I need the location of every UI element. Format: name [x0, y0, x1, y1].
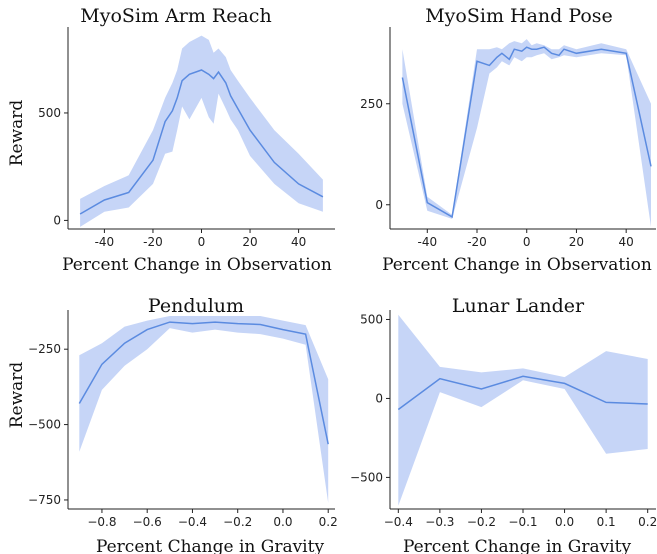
mean-line [401, 46, 652, 219]
chart-panel-1: -40 -20 0 20 40 0 500 MyoSim Arm Reach Percent C… [7, 5, 335, 275]
mean-line [397, 375, 648, 411]
y-tick-label: 250 [360, 97, 383, 111]
y-tick-label: 500 [360, 312, 383, 326]
chart-panel-3: −0.8 −0.6 −0.4 −0.2 0.0 0.2 −250 −500 −750 Pendul… [7, 295, 338, 554]
x-axis-label: Percent Change in Observation [62, 255, 332, 275]
y-tick-label: 0 [53, 213, 61, 227]
confidence-band [79, 316, 329, 503]
x-axis-label: Percent Change in Observation [382, 255, 652, 275]
x-tick-label: −0.8 [87, 515, 116, 529]
x-tick-label: −0.4 [384, 515, 413, 529]
x-tick-label: −0.2 [467, 515, 496, 529]
y-tick-label: −250 [28, 342, 61, 356]
x-tick-label: −0.4 [178, 515, 207, 529]
y-tick-label: −500 [350, 470, 383, 484]
x-axis-label: Percent Change in Gravity [96, 537, 325, 554]
x-tick-label: 0.2 [638, 515, 657, 529]
x-tick-label: 20 [242, 235, 257, 249]
confidence-band [398, 314, 648, 506]
chart-title: Pendulum [148, 295, 244, 317]
chart-title: MyoSim Arm Reach [80, 5, 271, 27]
x-tick-label: 0.2 [319, 515, 338, 529]
mean-line [78, 321, 329, 445]
x-tick-label: -40 [417, 235, 437, 249]
x-tick-label: 0 [523, 235, 531, 249]
x-tick-label: −0.2 [223, 515, 252, 529]
x-axis-label: Percent Change in Gravity [403, 537, 632, 554]
confidence-band [80, 35, 323, 227]
x-tick-label: 0.1 [597, 515, 616, 529]
chart-panel-4: −0.4 −0.3 −0.2 −0.1 0.0 0.1 0.2 500 0 −500 Lunar L… [350, 295, 657, 554]
y-tick-label: 500 [38, 106, 61, 120]
confidence-band [402, 39, 651, 227]
y-axis-label: Reward [7, 100, 27, 167]
chart-title: Lunar Lander [452, 295, 585, 317]
x-tick-label: -20 [143, 235, 163, 249]
x-tick-label: −0.6 [133, 515, 162, 529]
y-tick-label: −500 [28, 418, 61, 432]
mean-line [79, 69, 324, 215]
y-tick-label: 0 [375, 198, 383, 212]
chart-panel-2: -40 -20 0 20 40 0 250 MyoSim Hand Pose Percent C… [360, 5, 656, 275]
y-tick-label: 0 [375, 391, 383, 405]
y-tick-label: −750 [28, 493, 61, 507]
x-tick-label: 0.0 [555, 515, 574, 529]
y-axis-label: Reward [7, 362, 27, 429]
x-tick-label: 40 [291, 235, 306, 249]
chart-title: MyoSim Hand Pose [425, 5, 613, 27]
x-tick-label: 40 [619, 235, 634, 249]
x-tick-label: −0.3 [425, 515, 454, 529]
x-tick-label: −0.1 [508, 515, 537, 529]
x-tick-label: 0.0 [273, 515, 292, 529]
x-tick-label: -20 [467, 235, 487, 249]
x-tick-label: 20 [569, 235, 584, 249]
x-tick-label: 0 [198, 235, 206, 249]
x-tick-label: -40 [95, 235, 115, 249]
